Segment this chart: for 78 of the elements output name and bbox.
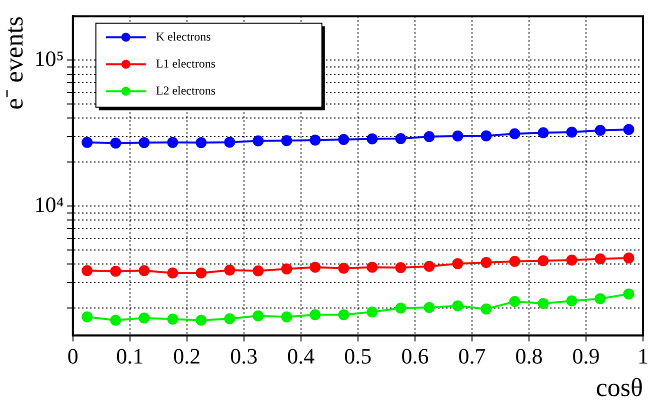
x-tick-label: 0.6 <box>401 343 429 368</box>
point <box>395 133 406 144</box>
point <box>509 256 520 267</box>
point <box>82 265 93 276</box>
point <box>281 263 292 274</box>
point <box>566 126 578 138</box>
point <box>167 136 178 148</box>
point <box>338 309 350 320</box>
x-tick-label: 0 <box>67 343 78 368</box>
point <box>82 136 93 148</box>
point <box>338 134 350 145</box>
x-axis-title: cosθ <box>596 373 643 402</box>
point <box>424 131 435 142</box>
x-tick-label: 0.5 <box>344 343 372 368</box>
point <box>480 256 492 268</box>
point <box>338 262 350 274</box>
point <box>594 253 606 264</box>
point <box>623 124 634 135</box>
y-axis-title: e⁻ events <box>0 16 28 110</box>
point <box>452 130 464 142</box>
point <box>310 309 321 320</box>
point <box>366 133 378 144</box>
x-tick-label: 0.1 <box>116 343 144 368</box>
point <box>224 136 236 148</box>
point <box>594 124 606 136</box>
point <box>366 306 378 318</box>
point <box>366 262 378 273</box>
x-tick-label: 0.7 <box>458 343 486 368</box>
point <box>566 254 578 266</box>
x-tick-label: 0.3 <box>230 343 258 368</box>
legend-label: L1 electrons <box>156 56 216 70</box>
y-tick-label: 10⁴ <box>34 192 64 217</box>
point <box>196 267 207 278</box>
point <box>138 265 150 276</box>
point <box>310 134 321 146</box>
point <box>538 255 549 266</box>
x-tick-label: 0.2 <box>173 343 201 368</box>
legend-label: K electrons <box>156 29 212 44</box>
point <box>395 302 406 314</box>
x-tick-label: 1 <box>638 343 648 368</box>
point <box>167 267 178 278</box>
point <box>281 311 292 322</box>
point <box>538 127 549 138</box>
point <box>480 304 492 315</box>
point <box>110 266 122 277</box>
point <box>110 138 122 149</box>
point <box>452 258 464 270</box>
point <box>224 264 236 276</box>
point <box>281 135 292 146</box>
point <box>196 137 207 148</box>
point <box>480 130 492 142</box>
legend-label: L2 electrons <box>156 83 216 98</box>
point <box>252 310 264 322</box>
point <box>623 288 634 300</box>
point <box>452 300 464 312</box>
point <box>594 293 606 304</box>
point <box>310 262 321 273</box>
point <box>167 314 178 325</box>
point <box>138 312 150 324</box>
point <box>538 298 549 310</box>
point <box>224 313 236 324</box>
point <box>82 311 93 322</box>
point <box>252 265 264 276</box>
point <box>509 128 520 140</box>
point <box>424 302 435 313</box>
point <box>509 296 520 307</box>
point <box>252 135 264 146</box>
x-tick-label: 0.8 <box>515 343 543 368</box>
y-tick-label: 10⁵ <box>34 46 64 71</box>
point <box>623 252 634 264</box>
point <box>424 260 435 272</box>
point <box>110 314 122 326</box>
point <box>138 137 150 148</box>
point <box>566 295 578 306</box>
x-tick-label: 0.4 <box>287 343 315 368</box>
x-tick-label: 0.9 <box>572 343 600 368</box>
point <box>395 262 406 274</box>
point <box>196 314 207 326</box>
